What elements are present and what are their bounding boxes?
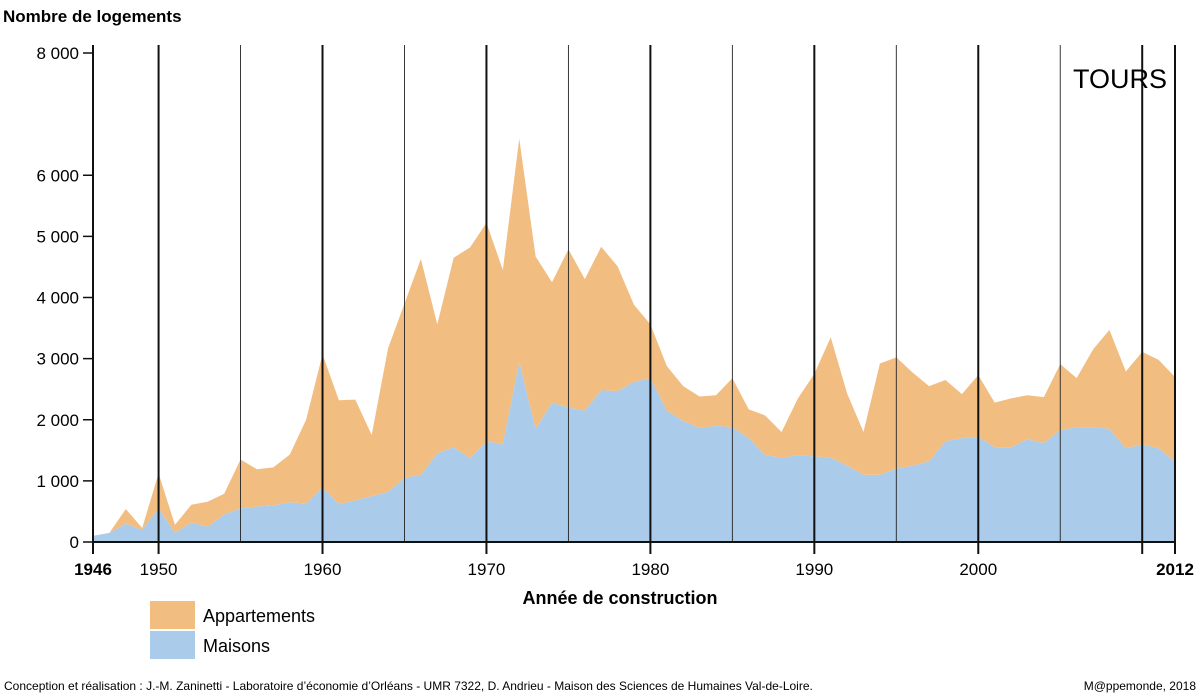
legend-swatch-maisons — [150, 631, 195, 659]
area-maisons — [93, 361, 1175, 542]
y-tick-label: 8 000 — [36, 44, 79, 63]
legend-label-appartements: Appartements — [203, 606, 315, 626]
y-tick-label: 0 — [70, 533, 79, 552]
y-tick-label: 5 000 — [36, 227, 79, 246]
x-tick-label: 1960 — [304, 560, 342, 579]
y-tick-label: 3 000 — [36, 350, 79, 369]
source-text: M@ppemonde, 2018 — [1084, 679, 1197, 693]
major-gridlines — [92, 45, 1176, 554]
legend-label-maisons: Maisons — [203, 636, 270, 656]
legend-swatch-appartements — [150, 601, 195, 629]
y-tick-label: 6 000 — [36, 166, 79, 185]
y-tick-label: 1 000 — [36, 472, 79, 491]
area-appartements — [93, 138, 1175, 536]
x-tick-label: 1990 — [795, 560, 833, 579]
x-axis-ticks: 1946 1950 1960 1970 1980 1990 2000 2012 — [74, 560, 1194, 579]
minor-gridlines — [240, 45, 1061, 542]
x-tick-label: 1946 — [74, 560, 112, 579]
x-axis-title: Année de construction — [522, 588, 717, 608]
y-tick-label: 2 000 — [36, 411, 79, 430]
place-label: TOURS — [1073, 64, 1167, 94]
x-tick-label: 1980 — [631, 560, 669, 579]
credit-text: Conception et réalisation : J.-M. Zanine… — [4, 679, 813, 693]
y-axis-ticks: 0 1 000 2 000 3 000 4 000 5 000 6 000 8 000 — [36, 44, 93, 552]
y-axis-title: Nombre de logements — [3, 7, 182, 26]
x-tick-label: 1970 — [468, 560, 506, 579]
x-tick-label: 2000 — [959, 560, 997, 579]
x-tick-label: 1950 — [140, 560, 178, 579]
y-tick-label: 4 000 — [36, 289, 79, 308]
stacked-areas — [93, 138, 1175, 542]
legend: Appartements Maisons — [150, 601, 315, 659]
x-tick-label: 2012 — [1156, 560, 1194, 579]
